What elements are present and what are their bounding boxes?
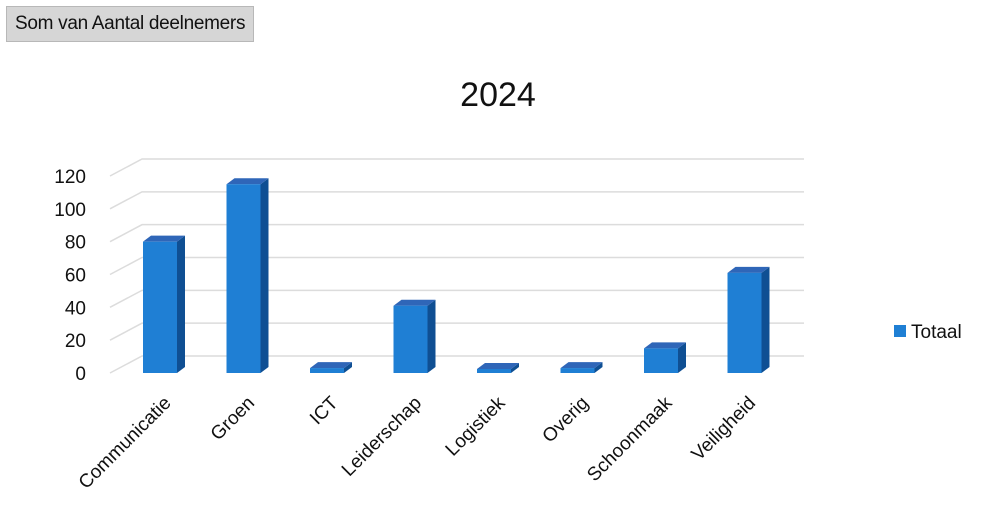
y-tick-label: 20	[65, 331, 86, 352]
gridlines	[109, 158, 804, 374]
y-tick-label: 120	[54, 167, 86, 188]
bar-top	[560, 362, 603, 369]
bar-side	[177, 235, 185, 373]
bar	[143, 235, 185, 373]
legend-label: Totaal	[911, 322, 962, 343]
bar-top	[310, 362, 352, 369]
bar	[727, 266, 770, 373]
x-tick-label: ICT	[306, 392, 343, 429]
bar-side	[260, 178, 269, 373]
gridline	[109, 223, 804, 243]
bar	[560, 362, 603, 373]
gridline	[109, 158, 804, 177]
bar-front	[143, 241, 177, 373]
bar-front	[644, 348, 678, 373]
bar	[477, 363, 519, 373]
bar	[644, 342, 686, 373]
gridline	[109, 256, 804, 276]
bar-side	[511, 363, 519, 373]
bar-side	[678, 342, 686, 373]
bar-side	[427, 299, 436, 373]
bar-side	[761, 266, 770, 373]
bar-top	[393, 299, 436, 306]
bar-front	[310, 368, 344, 373]
y-tick-label: 0	[75, 364, 86, 385]
bar-front	[477, 369, 511, 373]
x-tick-label: Veiligheid	[688, 393, 760, 465]
bar-side	[594, 362, 603, 373]
bar	[310, 362, 352, 373]
legend-swatch	[894, 325, 906, 337]
bar-top	[644, 342, 686, 349]
pivot-field-button[interactable]: Som van Aantal deelnemers	[6, 6, 255, 42]
bar-front	[560, 368, 595, 373]
y-tick-label: 60	[65, 266, 86, 287]
gridline	[109, 191, 804, 210]
legend: Totaal	[894, 322, 962, 343]
y-tick-label: 100	[54, 200, 86, 221]
bar-side	[344, 362, 352, 373]
y-tick-label: 80	[65, 233, 86, 254]
bar-front	[393, 305, 428, 373]
bar-top	[143, 235, 185, 242]
bar-front	[727, 272, 762, 373]
gridline	[109, 355, 804, 374]
bar	[226, 178, 269, 373]
x-tick-label: Leiderschap	[338, 393, 426, 481]
x-tick-label: Logistiek	[442, 392, 510, 460]
x-tick-label: Schoonmaak	[583, 392, 677, 486]
chart-title: 2024	[460, 76, 536, 114]
x-tick-label: Overig	[539, 393, 593, 447]
gridline	[109, 322, 804, 341]
x-tick-label: Groen	[207, 393, 259, 445]
bar-top	[477, 363, 519, 369]
bar-top	[727, 266, 770, 273]
gridline	[109, 289, 804, 308]
bar-top	[226, 178, 269, 185]
x-tick-label: Communicatie	[75, 393, 176, 494]
y-axis-ticks: 0 20 40 60 80 100 120	[54, 167, 86, 385]
bar	[393, 299, 436, 373]
y-tick-label: 40	[65, 298, 86, 319]
bar-front	[226, 184, 261, 373]
bars	[143, 178, 770, 373]
